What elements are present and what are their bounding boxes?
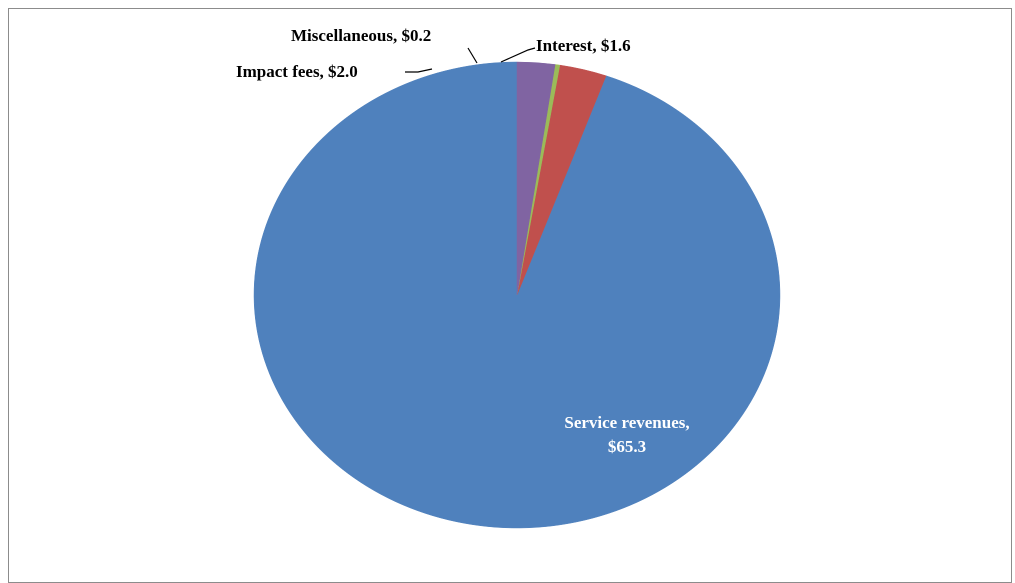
data-label-impact-fees: Impact fees, $2.0 (236, 62, 358, 81)
data-label-service-revenues-value: $65.3 (608, 437, 646, 456)
leader-line-impact-fees (405, 68, 433, 73)
data-label-interest: Interest, $1.6 (536, 36, 631, 55)
data-label-miscellaneous: Miscellaneous, $0.2 (291, 26, 431, 45)
leader-line-interest (500, 47, 536, 63)
data-label-service-revenues: Service revenues, (564, 413, 689, 432)
leader-line-miscellaneous (467, 47, 478, 64)
pie-slices (253, 61, 781, 529)
pie-slice-interest (516, 61, 556, 296)
leader-lines (405, 47, 536, 73)
